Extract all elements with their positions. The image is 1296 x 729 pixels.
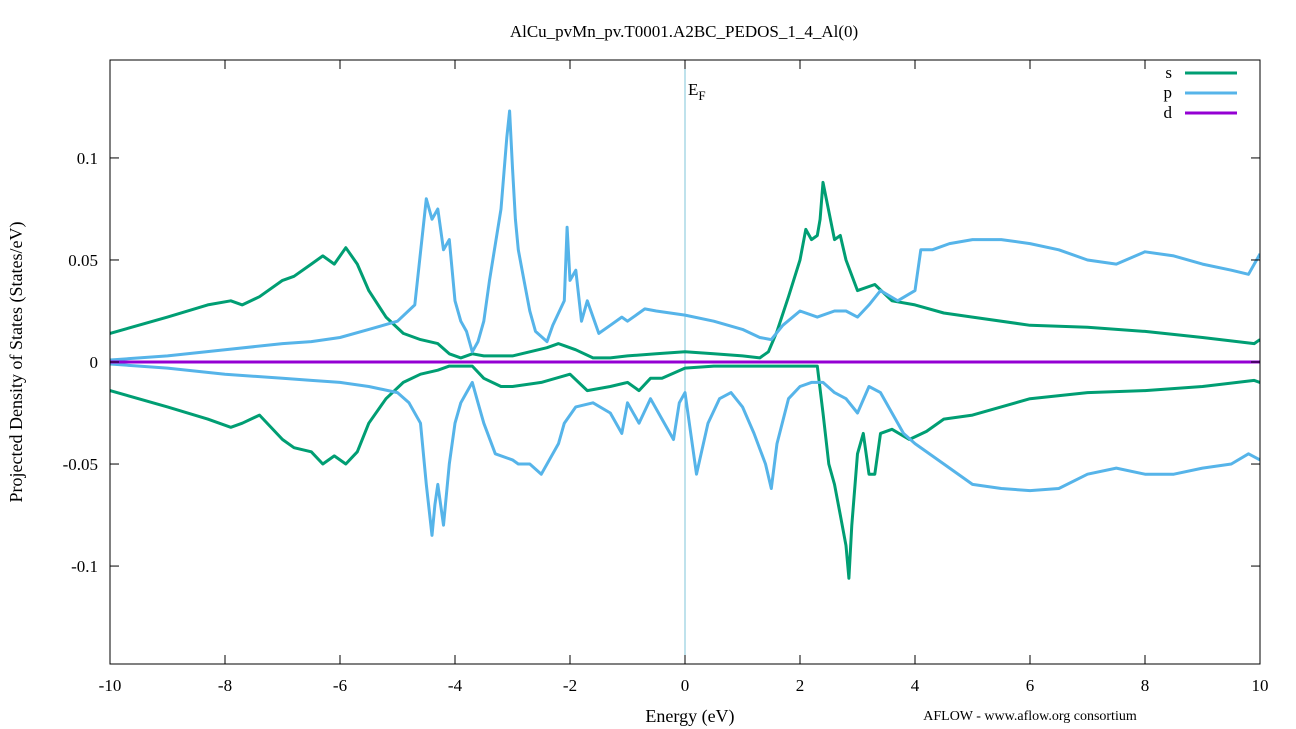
y-tick-label: -0.1	[71, 557, 98, 576]
legend-label-s: s	[1165, 63, 1172, 82]
y-tick-label: 0	[90, 353, 99, 372]
fermi-level-label: EF	[688, 80, 706, 103]
x-tick-label: 8	[1141, 676, 1150, 695]
axis-tick-labels: -10 -8 -6 -4 -2 0 2 4 6 8 10 -0.1 -0.05 0 0.05 0.1	[63, 149, 1269, 695]
plot-frame	[109, 59, 1261, 665]
chart-title: AlCu_pvMn_pv.T0001.A2BC_PEDOS_1_4_Al(0)	[510, 22, 858, 41]
y-axis-label: Projected Density of States (States/eV)	[6, 222, 27, 503]
y-tick-label: 0.1	[77, 149, 98, 168]
x-tick-label: -10	[99, 676, 122, 695]
legend-label-p: p	[1164, 83, 1173, 102]
x-tick-label: -4	[448, 676, 463, 695]
legend-label-d: d	[1164, 103, 1173, 122]
y-tick-label: 0.05	[68, 251, 98, 270]
series-line-0	[110, 180, 1260, 360]
series-line-1	[110, 364, 1260, 580]
x-tick-label: -2	[563, 676, 577, 695]
x-tick-label: -6	[333, 676, 347, 695]
x-tick-label: 10	[1252, 676, 1269, 695]
plot-area	[110, 60, 1260, 664]
series-line-3	[110, 362, 1260, 537]
y-tick-label: -0.05	[63, 455, 98, 474]
x-tick-label: 6	[1026, 676, 1035, 695]
series-line-2	[110, 109, 1260, 362]
x-tick-label: 2	[796, 676, 805, 695]
fermi-label-sub: F	[698, 88, 705, 103]
credit-text: AFLOW - www.aflow.org consortium	[923, 709, 1137, 724]
x-tick-label: 0	[681, 676, 690, 695]
legend: spd	[1164, 63, 1237, 122]
fermi-label-main: E	[688, 80, 698, 99]
x-tick-label: 4	[911, 676, 920, 695]
x-axis-label: Energy (eV)	[645, 706, 734, 727]
x-tick-label: -8	[218, 676, 232, 695]
axis-ticks	[109, 60, 1261, 664]
